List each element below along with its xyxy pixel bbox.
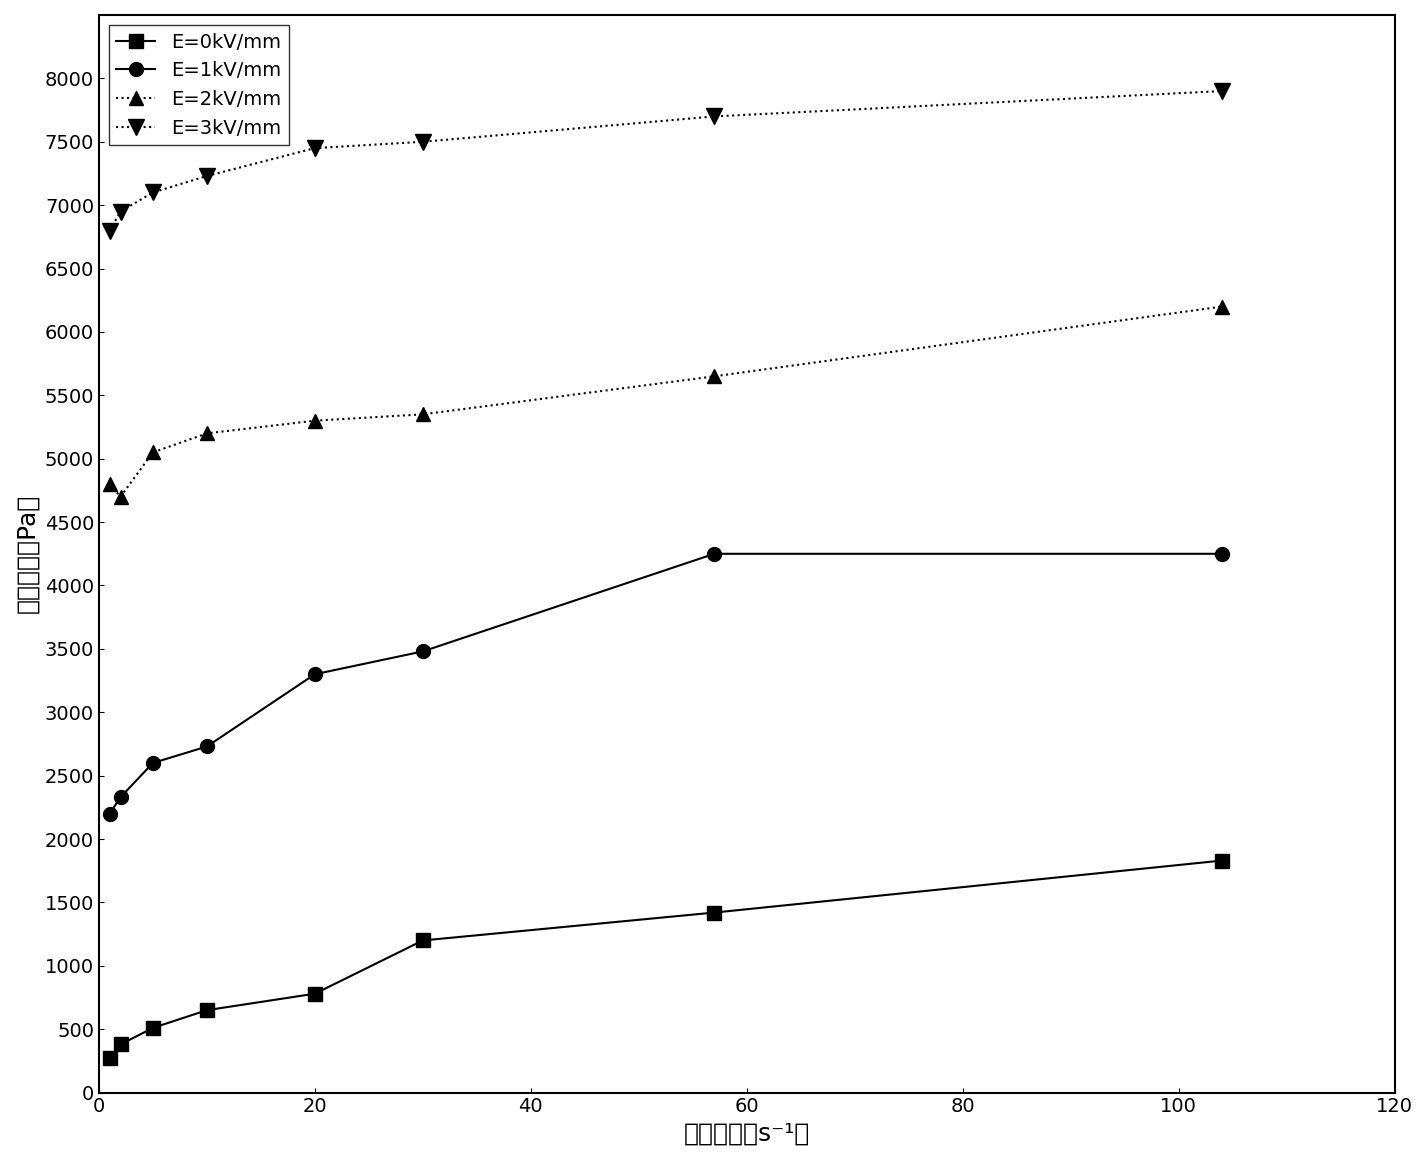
- E=1kV/mm: [1214, 547, 1231, 561]
- E=1kV/mm: [414, 644, 431, 658]
- Legend: E=0kV/mm, E=1kV/mm, E=2kV/mm, E=3kV/mm: E=0kV/mm, E=1kV/mm, E=2kV/mm, E=3kV/mm: [109, 24, 288, 145]
- E=0kV/mm: [111, 1038, 129, 1052]
- E=0kV/mm: [198, 1003, 216, 1017]
- E=1kV/mm: [111, 791, 129, 805]
- E=2kV/mm: [306, 413, 323, 427]
- E=2kV/mm: [198, 426, 216, 440]
- Line: E=2kV/mm: E=2kV/mm: [103, 300, 1228, 504]
- E=3kV/mm: [306, 142, 323, 156]
- Line: E=1kV/mm: E=1kV/mm: [103, 547, 1228, 821]
- E=3kV/mm: [705, 109, 723, 123]
- E=2kV/mm: [144, 446, 161, 460]
- E=0kV/mm: [1214, 853, 1231, 867]
- Line: E=0kV/mm: E=0kV/mm: [103, 853, 1228, 1066]
- E=1kV/mm: [101, 807, 119, 821]
- E=0kV/mm: [144, 1021, 161, 1034]
- E=0kV/mm: [306, 987, 323, 1001]
- E=3kV/mm: [144, 186, 161, 200]
- E=1kV/mm: [144, 756, 161, 770]
- E=2kV/mm: [101, 477, 119, 491]
- E=2kV/mm: [705, 369, 723, 383]
- E=1kV/mm: [198, 740, 216, 753]
- E=0kV/mm: [705, 906, 723, 920]
- X-axis label: 剪切速率（s⁻¹）: 剪切速率（s⁻¹）: [684, 1122, 810, 1146]
- E=0kV/mm: [101, 1052, 119, 1066]
- Y-axis label: 剪切应力（Pa）: 剪切应力（Pa）: [16, 495, 39, 613]
- Line: E=3kV/mm: E=3kV/mm: [101, 82, 1230, 239]
- E=3kV/mm: [1214, 84, 1231, 98]
- E=2kV/mm: [414, 408, 431, 421]
- E=2kV/mm: [1214, 300, 1231, 313]
- E=3kV/mm: [101, 224, 119, 238]
- E=2kV/mm: [111, 490, 129, 504]
- E=3kV/mm: [414, 135, 431, 149]
- E=1kV/mm: [306, 668, 323, 682]
- E=0kV/mm: [414, 933, 431, 947]
- E=3kV/mm: [111, 204, 129, 218]
- E=3kV/mm: [198, 170, 216, 183]
- E=1kV/mm: [705, 547, 723, 561]
